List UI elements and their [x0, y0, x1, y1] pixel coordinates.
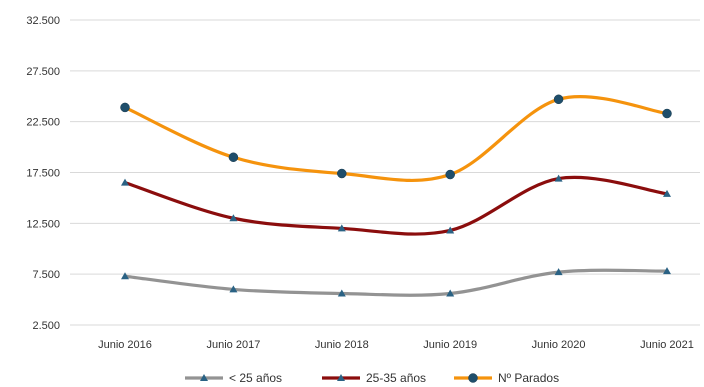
data-point — [229, 153, 238, 162]
x-tick-label: Junio 2020 — [532, 339, 586, 351]
y-tick-label: 2.500 — [32, 320, 60, 332]
legend-marker — [469, 374, 478, 383]
data-point — [337, 169, 346, 178]
y-tick-label: 17.500 — [26, 168, 60, 180]
x-tick-label: Junio 2017 — [206, 339, 260, 351]
legend: < 25 años 25-35 años Nº Parados — [185, 371, 559, 385]
legend-item: 25-35 años — [322, 371, 426, 385]
legend-label: 25-35 años — [366, 371, 426, 385]
x-axis-ticks: Junio 2016 Junio 2017 Junio 2018 Junio 2019… — [98, 339, 694, 351]
grid-lines — [70, 20, 700, 325]
y-tick-label: 12.500 — [26, 218, 60, 230]
series-line — [125, 177, 667, 234]
y-tick-label: 27.500 — [26, 66, 60, 78]
data-point — [121, 103, 130, 112]
legend-item: < 25 años — [185, 371, 282, 385]
series-line — [125, 97, 667, 181]
legend-label: Nº Parados — [498, 371, 559, 385]
y-tick-label: 7.500 — [32, 269, 60, 281]
x-tick-label: Junio 2019 — [423, 339, 477, 351]
legend-item: Nº Parados — [454, 371, 559, 385]
x-tick-label: Junio 2018 — [315, 339, 369, 351]
legend-label: < 25 años — [229, 371, 282, 385]
series-0 — [121, 267, 671, 296]
y-axis-ticks: 2.500 7.500 12.500 17.500 22.500 27.500 32.500 — [26, 15, 60, 332]
x-tick-label: Junio 2021 — [640, 339, 694, 351]
x-tick-label: Junio 2016 — [98, 339, 152, 351]
series-lines — [121, 95, 672, 297]
data-point — [554, 95, 563, 104]
y-tick-label: 32.500 — [26, 15, 60, 27]
series-1 — [121, 175, 671, 234]
data-point — [446, 170, 455, 179]
series-2 — [121, 95, 672, 181]
data-point — [663, 109, 672, 118]
y-tick-label: 22.500 — [26, 117, 60, 129]
